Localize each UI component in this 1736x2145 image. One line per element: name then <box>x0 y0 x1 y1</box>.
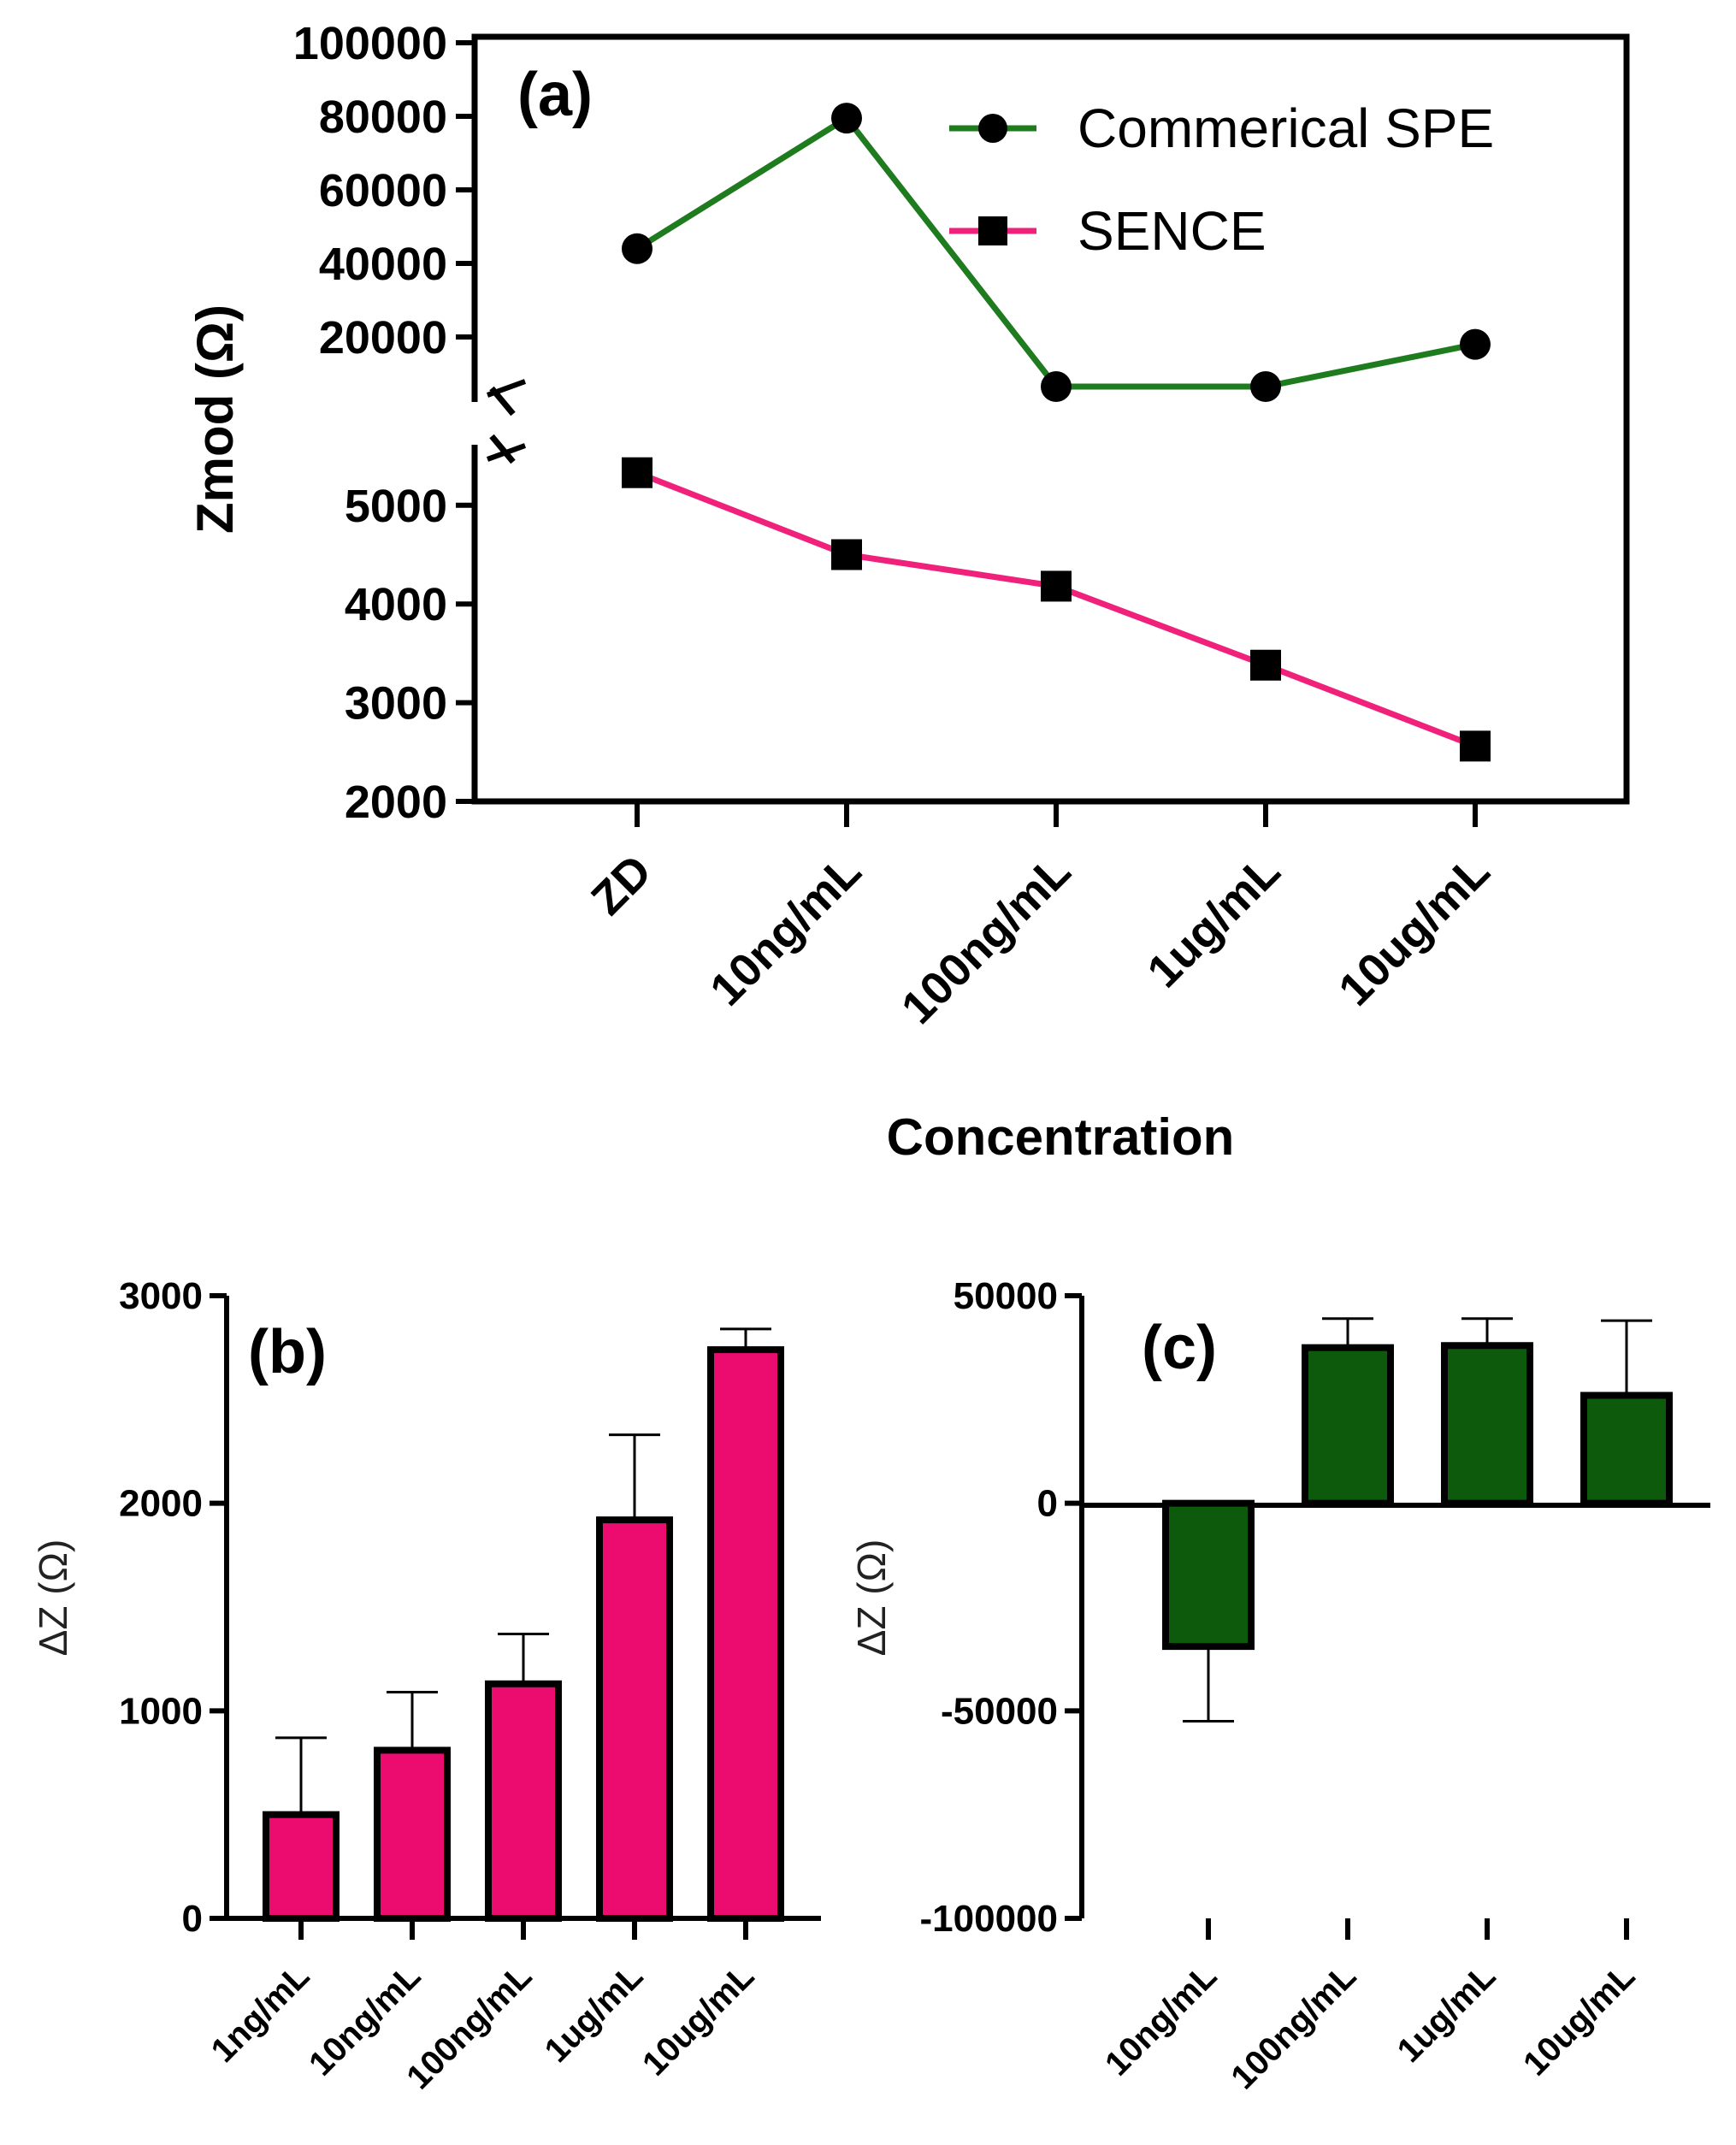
panel-b-bar <box>596 1516 673 1922</box>
panel-b-y-tick-label: 3000 <box>119 1275 203 1317</box>
panel-b-label: (b) <box>248 1318 327 1386</box>
panel-a-label: (a) <box>517 61 593 129</box>
upper-y-tick-label: 20000 <box>319 312 447 363</box>
legend-label-commercial: Commerical SPE <box>1078 98 1494 159</box>
legend-marker-square <box>978 216 1007 245</box>
upper-y-tick-label: 40000 <box>319 239 447 290</box>
axis-break-gap <box>466 402 485 445</box>
commercial-spe-point <box>622 233 652 264</box>
axis-break-mark-lower <box>489 434 516 464</box>
panel-b-y-tick-label: 0 <box>182 1898 203 1940</box>
commercial-spe-point <box>831 103 862 134</box>
commercial-spe-point <box>1460 328 1491 360</box>
panel-b-bar <box>374 1746 451 1922</box>
panel-c-x-tick-label: 10ng/mL <box>1098 1957 1224 2083</box>
lower-y-tick-label: 5000 <box>345 481 447 532</box>
panel-c-y-tick-label: 0 <box>1037 1483 1058 1525</box>
panel-b-bar <box>263 1811 340 1923</box>
panel-b-bar-chart: 3000 2000 1000 0 1ng/mL10ng/mL100ng/mL1ug/m… <box>31 1275 821 2096</box>
sence-point <box>1041 570 1072 602</box>
panel-c-x-tick-label: 100ng/mL <box>1224 1957 1363 2096</box>
panel-c-bar-chart: 50000 0 -50000 -100000 10ng/mL 100ng/mL 1ug/m… <box>849 1275 1710 2096</box>
panel-c-bar <box>1162 1499 1255 1651</box>
x-tick-label: 100ng/mL <box>892 845 1081 1034</box>
panel-c-bar <box>1441 1342 1533 1507</box>
panel-b-x-tick-label: 1ng/mL <box>204 1957 317 2070</box>
lower-y-tick-label: 3000 <box>345 678 447 730</box>
sence-point <box>1250 649 1281 681</box>
panel-b-bar <box>485 1680 562 1922</box>
panel-b-y-tick-label: 2000 <box>119 1483 203 1525</box>
sence-line <box>635 470 1477 749</box>
x-tick-label: ZD <box>582 845 661 925</box>
sence-point <box>1460 730 1491 762</box>
panel-a-y-axis-title: Zmod (Ω) <box>186 304 244 534</box>
panel-c-y-tick-label: -50000 <box>941 1690 1058 1732</box>
upper-y-tick-label: 100000 <box>293 18 447 69</box>
panel-c-bars <box>1162 1317 1673 1722</box>
panel-c-y-ticks: 50000 0 -50000 -100000 <box>920 1275 1082 1940</box>
panel-c-y-axis-title: ΔZ (Ω) <box>849 1539 894 1657</box>
axis-break-line-top <box>486 379 527 398</box>
lower-y-tick-label: 4000 <box>345 579 447 630</box>
legend-label-sence: SENCE <box>1078 200 1267 262</box>
legend-marker-circle <box>978 114 1007 143</box>
panel-a-line-chart: 100000 80000 60000 40000 20000 5000 4000 3000 2… <box>186 18 1630 1166</box>
panel-b-bar <box>707 1346 784 1923</box>
x-tick-label: 10ng/mL <box>700 845 871 1015</box>
legend: Commerical SPE SENCE <box>949 98 1494 262</box>
x-ticks: ZD 10ng/mL 100ng/mL 1ug/mL 10ug/mL <box>582 801 1499 1034</box>
panel-c-x-labels: 10ng/mL 100ng/mL 1ug/mL 10ug/mL <box>1098 1918 1642 2096</box>
panel-c-x-tick-label: 10ug/mL <box>1516 1957 1642 2083</box>
upper-y-tick-label: 80000 <box>319 92 447 143</box>
series-group <box>622 103 1491 762</box>
sence-point <box>622 457 652 488</box>
panel-c-x-tick-label: 1ug/mL <box>1391 1957 1503 2070</box>
commercial-spe-point <box>1250 371 1281 403</box>
sence-point <box>831 539 862 570</box>
commercial-spe-point <box>1041 371 1072 403</box>
panel-c-label: (c) <box>1142 1314 1217 1382</box>
panel-b-y-axis-title: ΔZ (Ω) <box>31 1539 75 1657</box>
lower-y-tick-label: 2000 <box>345 777 447 828</box>
panel-a-x-axis-title: Concentration <box>887 1108 1235 1166</box>
x-tick-label: 10ug/mL <box>1329 845 1499 1015</box>
panel-c-y-tick-label: -100000 <box>920 1898 1058 1940</box>
panel-b-x-tick-label: 1ug/mL <box>538 1957 651 2070</box>
panel-b-y-ticks: 3000 2000 1000 0 <box>119 1275 227 1940</box>
panel-b-x-tick-label: 10ug/mL <box>635 1957 761 2083</box>
upper-y-tick-label: 60000 <box>319 165 447 216</box>
upper-y-ticks: 100000 80000 60000 40000 20000 <box>293 18 475 363</box>
panel-b-bars <box>263 1327 784 1923</box>
panel-c-bar <box>1580 1392 1673 1507</box>
x-tick-label: 1ug/mL <box>1137 845 1290 997</box>
axis-break-line-bottom <box>486 443 527 462</box>
panel-b-y-tick-label: 1000 <box>119 1690 203 1732</box>
panel-c-bar <box>1302 1344 1394 1507</box>
panel-c-y-tick-label: 50000 <box>954 1275 1058 1317</box>
lower-y-ticks: 5000 4000 3000 2000 <box>345 481 475 828</box>
